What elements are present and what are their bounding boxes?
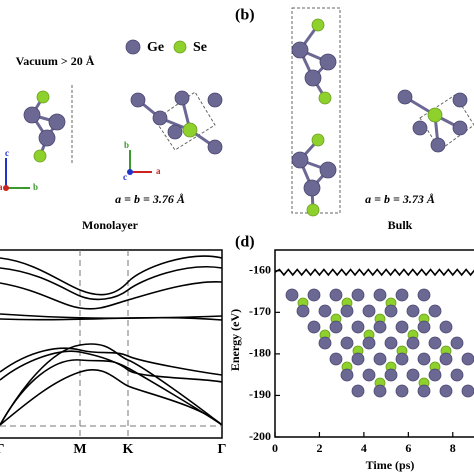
- ge-atom: [384, 304, 398, 318]
- axis-label: b: [124, 140, 129, 150]
- axis-label: a: [0, 182, 3, 192]
- ge-atom: [395, 320, 409, 334]
- band-curves: [0, 255, 223, 426]
- y-tick-label: -180: [249, 346, 271, 360]
- ge-atom: [428, 336, 442, 350]
- y-tick-label: -160: [249, 263, 271, 277]
- ge-atom: [461, 384, 474, 398]
- ge-atom: [406, 336, 420, 350]
- energy-line: [274, 268, 474, 277]
- ge-atom: [307, 288, 321, 302]
- caption: Monolayer: [82, 218, 139, 232]
- ge-atom: [318, 304, 332, 318]
- ge-atom: [362, 304, 376, 318]
- ge-atom: [406, 368, 420, 382]
- legend-ge: Ge: [147, 40, 164, 55]
- legend-se-icon: [173, 40, 187, 54]
- lattice-label: a = b = 3.73 Å: [365, 192, 435, 206]
- ge-atom: [351, 384, 365, 398]
- monolayer-top: [130, 90, 223, 155]
- x-tick-label: 6: [405, 441, 411, 455]
- inset-lattice: [285, 288, 474, 398]
- ge-atom: [340, 368, 354, 382]
- x-tick-label: 0: [272, 441, 278, 455]
- axis-label: c: [5, 148, 9, 158]
- axis-label: c: [123, 172, 127, 182]
- ge-atom: [318, 336, 332, 350]
- ge-atom: [439, 384, 453, 398]
- ge-atom: [406, 304, 420, 318]
- ge-atom: [417, 352, 431, 366]
- ge-atom: [439, 352, 453, 366]
- ge-atom: [307, 320, 321, 334]
- ge-atom: [395, 288, 409, 302]
- caption: Bulk: [388, 218, 413, 232]
- ge-atom: [461, 352, 474, 366]
- lattice-label: a = b = 3.76 Å: [115, 192, 185, 206]
- bulk-top: [397, 89, 474, 153]
- ge-atom: [362, 336, 376, 350]
- panel-label: (d): [235, 234, 255, 251]
- ge-atom: [329, 320, 343, 334]
- ge-atom: [362, 368, 376, 382]
- monolayer-side: [23, 90, 66, 163]
- ge-atom: [395, 352, 409, 366]
- vacuum-label: Vacuum > 20 Å: [16, 54, 95, 68]
- y-axis-label: Energy (eV): [228, 309, 242, 371]
- k-label: Γ: [218, 442, 227, 457]
- x-tick-label: 8: [450, 441, 456, 455]
- plot-frame: [274, 249, 474, 438]
- ge-atom: [285, 288, 299, 302]
- ge-atom: [373, 352, 387, 366]
- x-axis-label: Time (ps): [366, 458, 415, 472]
- ge-atom: [384, 368, 398, 382]
- k-label: K: [123, 442, 134, 457]
- ge-atom: [340, 304, 354, 318]
- ge-atom: [428, 304, 442, 318]
- ge-atom: [351, 288, 365, 302]
- y-tick-label: -170: [249, 304, 271, 318]
- ge-atom: [395, 384, 409, 398]
- ge-atom: [417, 320, 431, 334]
- ge-atom: [417, 288, 431, 302]
- ge-atom: [450, 336, 464, 350]
- ge-atom: [340, 336, 354, 350]
- ge-atom: [450, 368, 464, 382]
- ge-atom: [384, 336, 398, 350]
- k-label: Γ: [0, 442, 5, 457]
- x-tick-label: 2: [316, 441, 322, 455]
- ge-atom: [329, 352, 343, 366]
- x-tick-label: 4: [361, 441, 367, 455]
- axis-label: b: [33, 182, 38, 192]
- ge-atom: [329, 288, 343, 302]
- panel-label: (b): [235, 7, 255, 24]
- ge-atom: [296, 304, 310, 318]
- band-frame: [0, 249, 223, 439]
- axis-label: a: [156, 166, 161, 176]
- ge-atom: [439, 320, 453, 334]
- y-tick-label: -200: [249, 429, 271, 443]
- ge-atom: [428, 368, 442, 382]
- ge-atom: [351, 352, 365, 366]
- legend-se: Se: [193, 40, 207, 55]
- y-tick-label: -190: [249, 387, 271, 401]
- ge-atom: [417, 384, 431, 398]
- ge-atom: [373, 384, 387, 398]
- ge-atom: [351, 320, 365, 334]
- ge-atom: [373, 288, 387, 302]
- k-label: M: [73, 442, 86, 457]
- legend-ge-icon: [125, 39, 141, 55]
- ge-atom: [373, 320, 387, 334]
- bulk-side: [291, 18, 337, 217]
